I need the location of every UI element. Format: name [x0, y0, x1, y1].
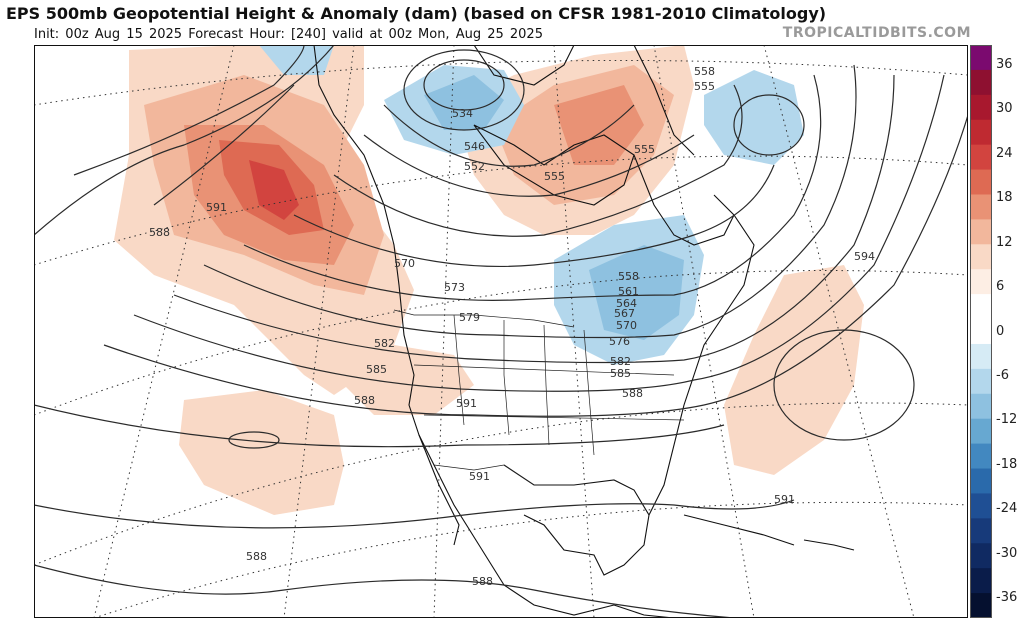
colorbar-swatch: [970, 219, 992, 245]
colorbar-label: 12: [996, 234, 1013, 250]
colorbar-swatch: [970, 443, 992, 470]
contour-label: 588: [472, 575, 493, 588]
contour-label: 552: [464, 160, 485, 173]
colorbar-swatch: [970, 294, 992, 320]
colorbar: [970, 45, 992, 618]
weather-map: 534 546 552 555 555 558 555 570 573 579 …: [34, 45, 968, 618]
contour-label: 591: [774, 493, 795, 506]
contour-label: 582: [374, 337, 395, 350]
colorbar-label: 0: [996, 323, 1005, 339]
contour-label: 567: [614, 307, 635, 320]
contour-label: 588: [622, 387, 643, 400]
colorbar-label: 30: [996, 101, 1013, 117]
contour-label: 561: [618, 285, 639, 298]
colorbar-swatch: [970, 244, 992, 270]
graticule: [34, 45, 968, 618]
contour-label: 591: [469, 470, 490, 483]
colorbar-swatch: [970, 94, 992, 121]
colorbar-swatches: [970, 45, 992, 618]
height-contours: [34, 45, 968, 618]
colorbar-label: 36: [996, 57, 1013, 72]
colorbar-swatch: [970, 543, 992, 569]
contour-label: 558: [694, 65, 715, 78]
colorbar-swatch: [970, 319, 992, 345]
contour-label: 588: [354, 394, 375, 407]
colorbar-swatch: [970, 393, 992, 420]
forecast-hour: Forecast Hour: [240]: [188, 27, 326, 42]
colorbar-swatch: [970, 568, 992, 594]
coastlines: [313, 45, 855, 618]
colorbar-swatch: [970, 518, 992, 544]
contour-label: 588: [149, 226, 170, 239]
colorbar-swatch: [970, 368, 992, 395]
colorbar-label: 6: [996, 279, 1005, 295]
colorbar-swatch: [970, 418, 992, 445]
colorbar-label: -30: [996, 545, 1018, 561]
colorbar-swatch: [970, 343, 992, 370]
valid-time: valid at 00z Mon, Aug 25 2025: [332, 27, 543, 42]
contour-label: 585: [366, 363, 387, 376]
colorbar-label: -24: [996, 501, 1018, 517]
chart-title: EPS 500mb Geopotential Height & Anomaly …: [6, 4, 827, 23]
run-info: Init: 00z Aug 15 2025 Forecast Hour: [24…: [34, 27, 543, 42]
contour-labels: 534 546 552 555 555 558 555 570 573 579 …: [149, 65, 875, 588]
colorbar-label: 24: [996, 145, 1013, 161]
contour-label: 585: [610, 367, 631, 380]
colorbar-swatch: [970, 593, 992, 618]
brand-watermark: TROPICALTIDBITS.COM: [782, 25, 971, 41]
contour-label: 591: [206, 201, 227, 214]
contour-label: 594: [854, 250, 875, 263]
contour-label: 555: [544, 170, 565, 183]
colorbar-swatch: [970, 69, 992, 96]
contour-label: 582: [610, 355, 631, 368]
colorbar-swatch: [970, 119, 992, 146]
colorbar-swatch: [970, 493, 992, 519]
contour-label: 570: [616, 319, 637, 332]
contour-label: 570: [394, 257, 415, 270]
contour-label: 546: [464, 140, 485, 153]
borders: [393, 309, 685, 486]
colorbar-swatch: [970, 45, 992, 71]
colorbar-label: -36: [996, 590, 1018, 605]
colorbar-swatch: [970, 269, 992, 295]
colorbar-label: 18: [996, 190, 1013, 206]
colorbar-swatch: [970, 144, 992, 171]
contour-label: 555: [694, 80, 715, 93]
contour-label: 579: [459, 311, 480, 324]
init-time: Init: 00z Aug 15 2025: [34, 27, 183, 42]
contour-label: 564: [616, 297, 637, 310]
contour-label: 573: [444, 281, 465, 294]
colorbar-label: -6: [996, 367, 1009, 383]
colorbar-swatch: [970, 194, 992, 220]
contour-label: 591: [456, 397, 477, 410]
colorbar-swatch: [970, 468, 992, 494]
contour-label: 576: [609, 335, 630, 348]
contour-label: 558: [618, 270, 639, 283]
map-frame: [34, 45, 968, 618]
colorbar-label: -12: [996, 412, 1018, 428]
contour-label: 534: [452, 107, 473, 120]
contour-label: 555: [634, 143, 655, 156]
colorbar-swatch: [970, 169, 992, 195]
contour-label: 588: [246, 550, 267, 563]
colorbar-label: -18: [996, 456, 1018, 472]
